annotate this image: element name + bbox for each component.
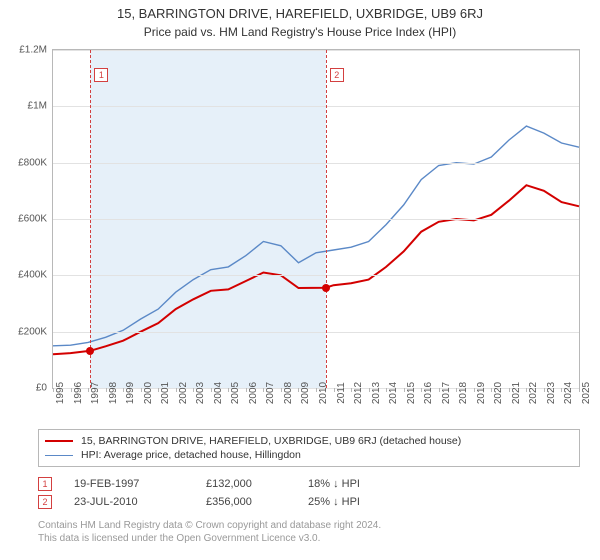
x-tick-label: 2023	[546, 382, 557, 404]
x-tick-label: 2024	[563, 382, 574, 404]
transaction-delta: 18% ↓ HPI	[308, 478, 408, 490]
x-tick-label: 2025	[581, 382, 592, 404]
y-tick-label: £600K	[18, 214, 47, 225]
transaction-row: 1 19-FEB-1997 £132,000 18% ↓ HPI	[38, 475, 580, 493]
x-tick-label: 2015	[406, 382, 417, 404]
x-tick-label: 2011	[336, 382, 347, 404]
transaction-price: £132,000	[206, 478, 286, 490]
x-tick-label: 2019	[476, 382, 487, 404]
x-tick-label: 2013	[371, 382, 382, 404]
x-tick-label: 2017	[441, 382, 452, 404]
legend-swatch	[45, 440, 73, 442]
legend: 15, BARRINGTON DRIVE, HAREFIELD, UXBRIDG…	[38, 429, 580, 467]
event-marker: 2	[330, 68, 344, 82]
x-tick-label: 2001	[160, 382, 171, 404]
legend-item: 15, BARRINGTON DRIVE, HAREFIELD, UXBRIDG…	[45, 434, 573, 448]
legend-swatch	[45, 455, 73, 456]
grid-line	[53, 275, 579, 276]
x-tick-label: 2020	[493, 382, 504, 404]
transaction-marker: 2	[38, 495, 52, 509]
y-tick-label: £200K	[18, 326, 47, 337]
x-tick-label: 2012	[353, 382, 364, 404]
x-tick-label: 2018	[458, 382, 469, 404]
footer-line: Contains HM Land Registry data © Crown c…	[38, 519, 580, 532]
grid-line	[53, 106, 579, 107]
transaction-date: 19-FEB-1997	[74, 478, 184, 490]
y-tick-label: £1M	[28, 101, 47, 112]
grid-line	[53, 163, 579, 164]
chart-title: 15, BARRINGTON DRIVE, HAREFIELD, UXBRIDG…	[0, 6, 600, 21]
x-tick-label: 2010	[318, 382, 329, 404]
x-tick-label: 2002	[178, 382, 189, 404]
x-tick-label: 1999	[125, 382, 136, 404]
x-tick-label: 1997	[90, 382, 101, 404]
x-axis: 1995199619971998199920002001200220032004…	[52, 389, 580, 423]
transaction-date: 23-JUL-2010	[74, 496, 184, 508]
x-tick-label: 2006	[248, 382, 259, 404]
x-tick-label: 2016	[423, 382, 434, 404]
plot-area: £0£200K£400K£600K£800K£1M£1.2M12	[52, 49, 580, 389]
chart-container: 15, BARRINGTON DRIVE, HAREFIELD, UXBRIDG…	[0, 0, 600, 545]
footer-line: This data is licensed under the Open Gov…	[38, 532, 580, 545]
transactions: 1 19-FEB-1997 £132,000 18% ↓ HPI 2 23-JU…	[38, 475, 580, 511]
transaction-row: 2 23-JUL-2010 £356,000 25% ↓ HPI	[38, 493, 580, 511]
footer: Contains HM Land Registry data © Crown c…	[38, 519, 580, 545]
event-line	[326, 50, 327, 388]
chart-subtitle: Price paid vs. HM Land Registry's House …	[0, 25, 600, 39]
x-tick-label: 2004	[213, 382, 224, 404]
transaction-delta: 25% ↓ HPI	[308, 496, 408, 508]
event-dot	[322, 284, 330, 292]
transaction-price: £356,000	[206, 496, 286, 508]
legend-label: 15, BARRINGTON DRIVE, HAREFIELD, UXBRIDG…	[81, 435, 461, 447]
chart-titles: 15, BARRINGTON DRIVE, HAREFIELD, UXBRIDG…	[0, 0, 600, 39]
x-tick-label: 2022	[528, 382, 539, 404]
event-marker: 1	[94, 68, 108, 82]
x-tick-label: 1996	[73, 382, 84, 404]
y-tick-label: £400K	[18, 270, 47, 281]
x-tick-label: 2009	[300, 382, 311, 404]
legend-item: HPI: Average price, detached house, Hill…	[45, 448, 573, 462]
x-tick-label: 2014	[388, 382, 399, 404]
x-tick-label: 1998	[108, 382, 119, 404]
transaction-marker: 1	[38, 477, 52, 491]
series-line	[53, 185, 579, 354]
series-line	[53, 126, 579, 346]
x-tick-label: 2007	[265, 382, 276, 404]
x-tick-label: 2008	[283, 382, 294, 404]
grid-line	[53, 50, 579, 51]
event-dot	[86, 347, 94, 355]
grid-line	[53, 332, 579, 333]
y-tick-label: £1.2M	[19, 45, 47, 56]
x-tick-label: 1995	[55, 382, 66, 404]
x-tick-label: 2005	[230, 382, 241, 404]
y-tick-label: £800K	[18, 157, 47, 168]
legend-label: HPI: Average price, detached house, Hill…	[81, 449, 301, 461]
event-line	[90, 50, 91, 388]
y-tick-label: £0	[36, 383, 47, 394]
x-tick-label: 2003	[195, 382, 206, 404]
grid-line	[53, 219, 579, 220]
x-tick-label: 2000	[143, 382, 154, 404]
x-tick-label: 2021	[511, 382, 522, 404]
